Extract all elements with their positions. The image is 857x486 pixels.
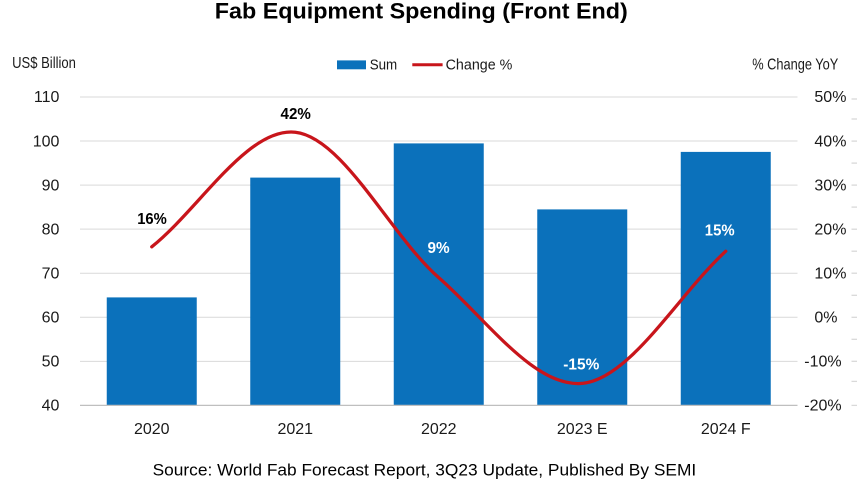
svg-text:Sum: Sum bbox=[370, 56, 398, 73]
svg-text:60: 60 bbox=[42, 310, 60, 327]
svg-text:Change %: Change % bbox=[446, 56, 513, 73]
svg-text:Fab Equipment Spending (Front: Fab Equipment Spending (Front End) bbox=[215, 0, 628, 23]
svg-text:42%: 42% bbox=[281, 106, 311, 123]
svg-text:40: 40 bbox=[42, 398, 60, 415]
svg-text:2024 F: 2024 F bbox=[701, 421, 751, 438]
svg-text:0%: 0% bbox=[814, 310, 837, 327]
svg-text:110: 110 bbox=[34, 89, 60, 106]
svg-text:40%: 40% bbox=[814, 133, 846, 150]
svg-text:% Change YoY: % Change YoY bbox=[752, 56, 838, 73]
svg-text:20%: 20% bbox=[814, 221, 846, 238]
svg-text:100: 100 bbox=[33, 133, 60, 150]
svg-text:90: 90 bbox=[42, 177, 60, 194]
svg-text:2022: 2022 bbox=[421, 421, 457, 438]
svg-text:9%: 9% bbox=[427, 240, 449, 257]
svg-text:US$ Billion: US$ Billion bbox=[12, 55, 76, 72]
svg-text:15%: 15% bbox=[705, 222, 735, 239]
svg-text:50%: 50% bbox=[814, 89, 846, 106]
svg-text:2023 E: 2023 E bbox=[557, 421, 608, 438]
svg-text:30%: 30% bbox=[814, 177, 846, 194]
svg-text:16%: 16% bbox=[137, 211, 167, 228]
svg-text:2021: 2021 bbox=[277, 421, 313, 438]
svg-text:80: 80 bbox=[42, 221, 60, 238]
svg-text:Source: World Fab Forecast Rep: Source: World Fab Forecast Report, 3Q23 … bbox=[153, 461, 697, 480]
svg-text:-10%: -10% bbox=[804, 354, 841, 371]
svg-text:2020: 2020 bbox=[134, 421, 170, 438]
svg-text:70: 70 bbox=[42, 265, 60, 282]
svg-text:50: 50 bbox=[42, 354, 60, 371]
svg-text:-15%: -15% bbox=[563, 356, 599, 373]
svg-text:10%: 10% bbox=[814, 265, 846, 282]
svg-text:-20%: -20% bbox=[804, 398, 841, 415]
